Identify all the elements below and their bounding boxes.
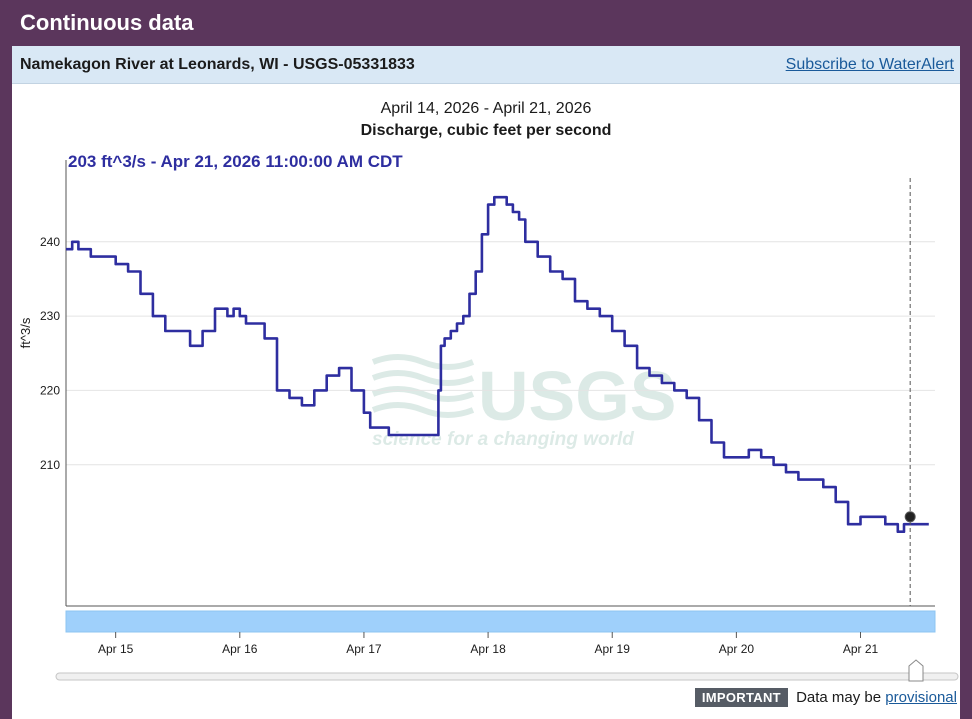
y-tick-label: 220 bbox=[40, 383, 60, 397]
brush-selection[interactable] bbox=[65, 610, 936, 633]
provisional-link[interactable]: provisional bbox=[885, 689, 957, 706]
provisional-notice: IMPORTANT Data may be provisional bbox=[694, 688, 957, 707]
graph-parameter-title: Discharge, cubic feet per second bbox=[360, 122, 612, 139]
notice-text: Data may be bbox=[796, 689, 882, 706]
subscribe-wateralert-link[interactable]: Subscribe to WaterAlert bbox=[785, 56, 954, 73]
y-tick-label: 230 bbox=[40, 309, 60, 323]
cursor-tooltip: 203 ft^3/s - Apr 21, 2026 11:00:00 AM CD… bbox=[68, 152, 403, 171]
x-tick-label: Apr 19 bbox=[595, 642, 631, 656]
time-slider-handle[interactable] bbox=[908, 659, 924, 682]
graph-date-range: April 14, 2026 - April 21, 2026 bbox=[380, 100, 592, 117]
x-tick-label: Apr 17 bbox=[346, 642, 382, 656]
discharge-series-line bbox=[66, 195, 929, 533]
y-tick-label: 210 bbox=[40, 458, 60, 472]
watermark-tagline: science for a changing world bbox=[372, 429, 634, 450]
cursor-point bbox=[904, 511, 916, 523]
y-axis-label: ft^3/s bbox=[18, 317, 33, 348]
x-tick-label: Apr 20 bbox=[719, 642, 755, 656]
watermark-logo-text: USGS bbox=[478, 357, 676, 435]
site-name: Namekagon River at Leonards, WI - USGS-0… bbox=[20, 56, 415, 73]
important-badge: IMPORTANT bbox=[694, 688, 788, 707]
x-tick-label: Apr 18 bbox=[470, 642, 506, 656]
time-slider-track[interactable] bbox=[55, 672, 959, 681]
site-header: Namekagon River at Leonards, WI - USGS-0… bbox=[12, 46, 960, 84]
panel-title: Continuous data bbox=[0, 0, 972, 46]
x-tick-label: Apr 21 bbox=[843, 642, 879, 656]
usgs-wave-icon bbox=[371, 354, 475, 418]
x-axis-ticks: Apr 15 Apr 16 Apr 17 Apr 18 Apr 19 Apr 20 Apr … bbox=[98, 632, 879, 656]
y-axis-ticks: 210 220 230 240 bbox=[40, 235, 60, 472]
y-gridlines bbox=[66, 241, 935, 466]
y-tick-label: 240 bbox=[40, 235, 60, 249]
x-tick-label: Apr 15 bbox=[98, 642, 134, 656]
x-tick-label: Apr 16 bbox=[222, 642, 258, 656]
